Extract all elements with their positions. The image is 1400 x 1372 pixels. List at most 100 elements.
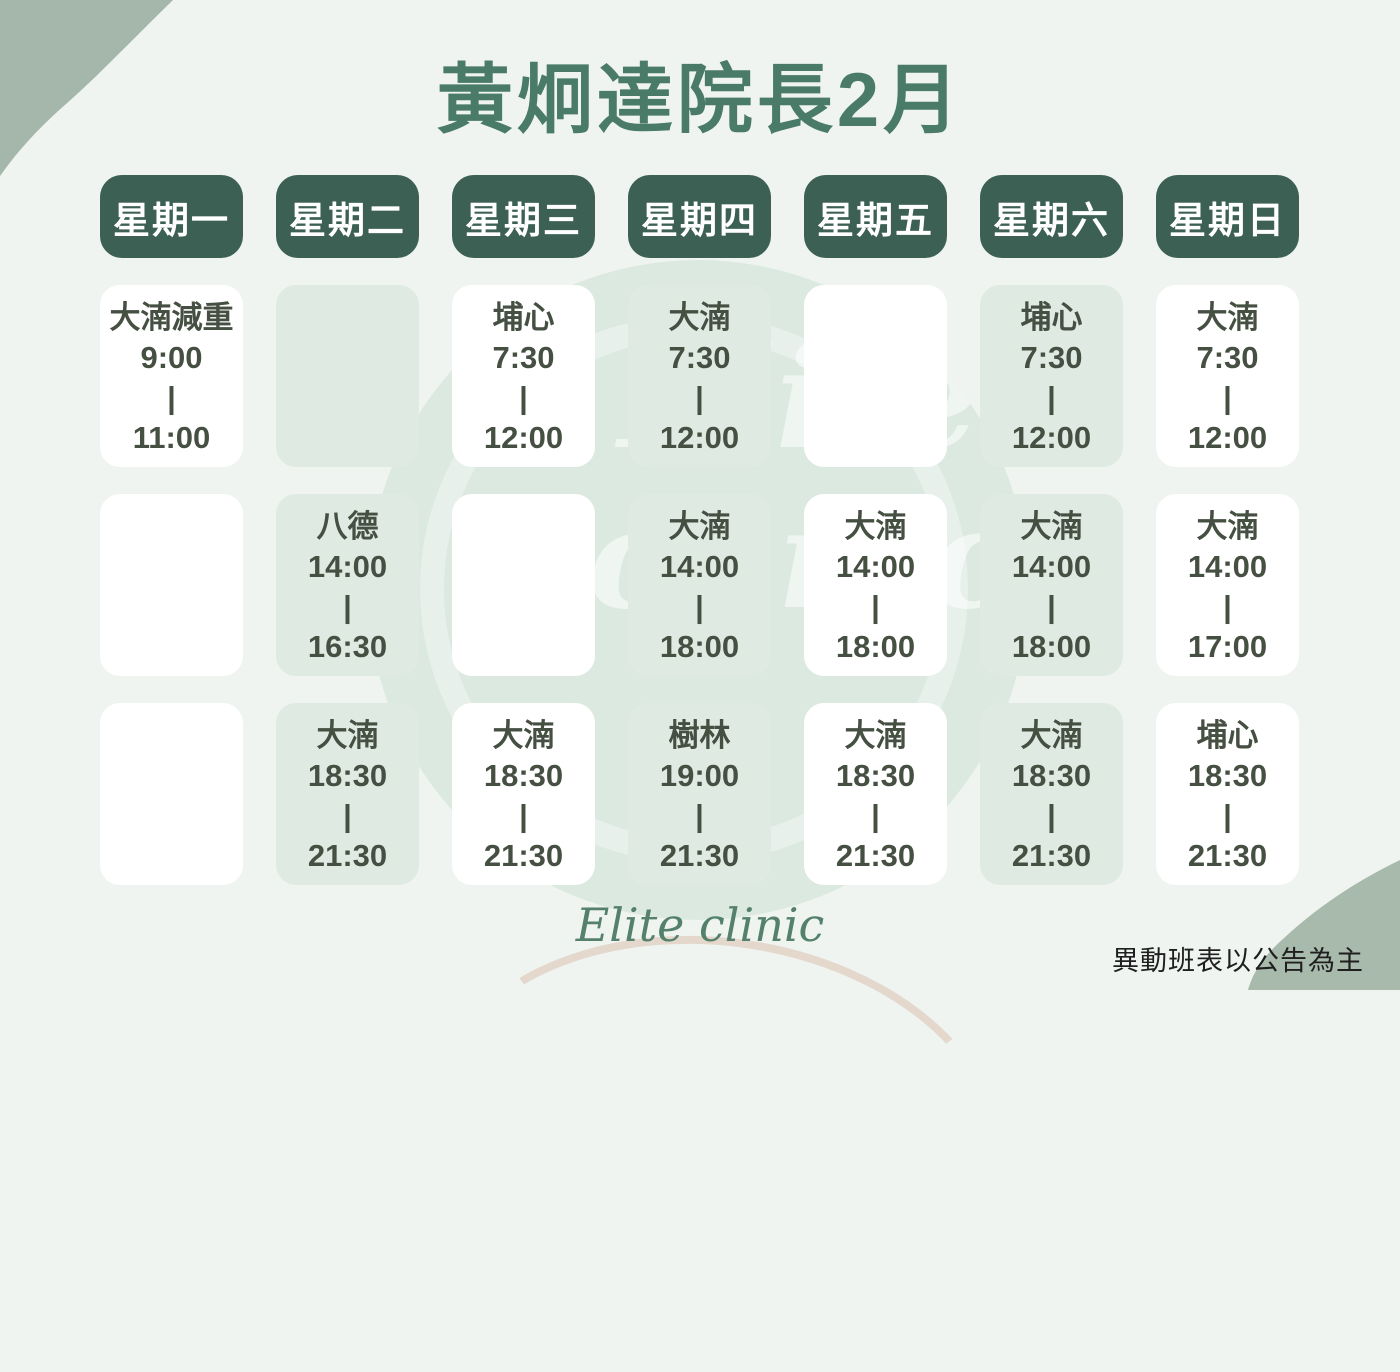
day-column-saturday: 星期六 埔心 7:30 | 12:00 大湳 14:00 | 18:00 大湳 … [980, 175, 1123, 912]
day-column-sunday: 星期日 大湳 7:30 | 12:00 大湳 14:00 | 17:00 埔心 … [1156, 175, 1299, 912]
slot-card: 大湳 18:30 | 21:30 [804, 703, 947, 885]
slot-end-time: 21:30 [835, 838, 916, 873]
slot-end-time: 21:30 [1187, 838, 1268, 873]
slot-time-separator: | [343, 798, 352, 833]
slot-location: 大湳 [844, 509, 907, 544]
decorative-arc [405, 899, 1031, 1372]
slot-time-separator: | [1047, 589, 1056, 624]
slot-card [452, 494, 595, 676]
day-header: 星期三 [452, 175, 595, 258]
slot-time-separator: | [343, 589, 352, 624]
slot-location: 大湳 [1196, 300, 1259, 335]
slot-card: 樹林 19:00 | 21:30 [628, 703, 771, 885]
slot-start-time: 9:00 [140, 340, 203, 375]
day-column-thursday: 星期四 大湳 7:30 | 12:00 大湳 14:00 | 18:00 樹林 … [628, 175, 771, 912]
slot-time-separator: | [695, 380, 704, 415]
slot-start-time: 14:00 [835, 549, 916, 584]
slot-end-time: 18:00 [1011, 629, 1092, 664]
slot-location: 埔心 [492, 300, 555, 335]
slot-location: 大湳 [316, 718, 379, 753]
slot-start-time: 14:00 [659, 549, 740, 584]
slot-card [100, 494, 243, 676]
slot-start-time: 18:30 [835, 758, 916, 793]
slot-location: 大湳減重 [109, 300, 234, 335]
slot-end-time: 12:00 [1011, 420, 1092, 455]
slot-start-time: 14:00 [1187, 549, 1268, 584]
slot-time-separator: | [1223, 589, 1232, 624]
slot-card: 大湳 14:00 | 18:00 [804, 494, 947, 676]
slot-card: 大湳 18:30 | 21:30 [980, 703, 1123, 885]
slot-card [276, 285, 419, 467]
slot-start-time: 7:30 [1020, 340, 1083, 375]
slot-time-separator: | [1047, 798, 1056, 833]
slot-start-time: 7:30 [492, 340, 555, 375]
slot-location: 大湳 [844, 718, 907, 753]
slot-start-time: 18:30 [307, 758, 388, 793]
slot-end-time: 17:00 [1187, 629, 1268, 664]
day-header: 星期二 [276, 175, 419, 258]
slot-start-time: 18:30 [1011, 758, 1092, 793]
slot-end-time: 16:30 [307, 629, 388, 664]
slot-start-time: 18:30 [483, 758, 564, 793]
slot-end-time: 18:00 [659, 629, 740, 664]
clinic-brand-signature: Elite clinic [575, 898, 825, 952]
schedule-grid: 星期一 大湳減重 9:00 | 11:00 星期二 八德 [100, 175, 1299, 912]
slot-card: 大湳 18:30 | 21:30 [452, 703, 595, 885]
slot-location: 八德 [316, 509, 379, 544]
slot-time-separator: | [695, 798, 704, 833]
slot-start-time: 18:30 [1187, 758, 1268, 793]
slot-time-separator: | [1223, 380, 1232, 415]
slot-end-time: 18:00 [835, 629, 916, 664]
slot-card: 大湳 14:00 | 18:00 [628, 494, 771, 676]
slot-end-time: 12:00 [659, 420, 740, 455]
day-column-wednesday: 星期三 埔心 7:30 | 12:00 大湳 18:30 | 21:30 [452, 175, 595, 912]
slot-card: 埔心 18:30 | 21:30 [1156, 703, 1299, 885]
slot-location: 大湳 [1020, 718, 1083, 753]
slot-card [804, 285, 947, 467]
slot-end-time: 12:00 [1187, 420, 1268, 455]
slot-time-separator: | [1223, 798, 1232, 833]
corner-blob-bottom-right [1248, 860, 1400, 990]
day-header: 星期四 [628, 175, 771, 258]
slot-card: 大湳 14:00 | 18:00 [980, 494, 1123, 676]
slot-start-time: 14:00 [307, 549, 388, 584]
slot-location: 埔心 [1020, 300, 1083, 335]
slot-location: 大湳 [668, 300, 731, 335]
slot-start-time: 7:30 [1196, 340, 1259, 375]
slot-time-separator: | [695, 589, 704, 624]
slot-card: 大湳 7:30 | 12:00 [628, 285, 771, 467]
slot-location: 埔心 [1196, 718, 1259, 753]
day-column-tuesday: 星期二 八德 14:00 | 16:30 大湳 18:30 | 21:30 [276, 175, 419, 912]
slot-time-separator: | [519, 380, 528, 415]
page-title: 黃炯達院長2月 [436, 58, 964, 143]
slot-location: 大湳 [492, 718, 555, 753]
slot-start-time: 7:30 [668, 340, 731, 375]
day-column-friday: 星期五 大湳 14:00 | 18:00 大湳 18:30 | 21:30 [804, 175, 947, 912]
slot-end-time: 11:00 [132, 420, 211, 455]
slot-location: 大湳 [1020, 509, 1083, 544]
day-header: 星期五 [804, 175, 947, 258]
schedule-change-notice: 異動班表以公告為主 [1112, 946, 1364, 976]
corner-blob-top-left [0, 0, 173, 176]
slot-card: 大湳減重 9:00 | 11:00 [100, 285, 243, 467]
day-header: 星期六 [980, 175, 1123, 258]
slot-card: 埔心 7:30 | 12:00 [452, 285, 595, 467]
slot-time-separator: | [519, 798, 528, 833]
slot-time-separator: | [1047, 380, 1056, 415]
slot-end-time: 21:30 [1011, 838, 1092, 873]
slot-end-time: 21:30 [483, 838, 564, 873]
slot-start-time: 19:00 [659, 758, 740, 793]
day-header: 星期一 [100, 175, 243, 258]
slot-card: 八德 14:00 | 16:30 [276, 494, 419, 676]
slot-time-separator: | [871, 589, 880, 624]
day-column-monday: 星期一 大湳減重 9:00 | 11:00 [100, 175, 243, 912]
slot-time-separator: | [167, 380, 176, 415]
slot-card: 大湳 14:00 | 17:00 [1156, 494, 1299, 676]
slot-location: 大湳 [668, 509, 731, 544]
slot-end-time: 12:00 [483, 420, 564, 455]
slot-location: 樹林 [668, 718, 731, 753]
slot-time-separator: | [871, 798, 880, 833]
slot-end-time: 21:30 [307, 838, 388, 873]
slot-card [100, 703, 243, 885]
day-header: 星期日 [1156, 175, 1299, 258]
